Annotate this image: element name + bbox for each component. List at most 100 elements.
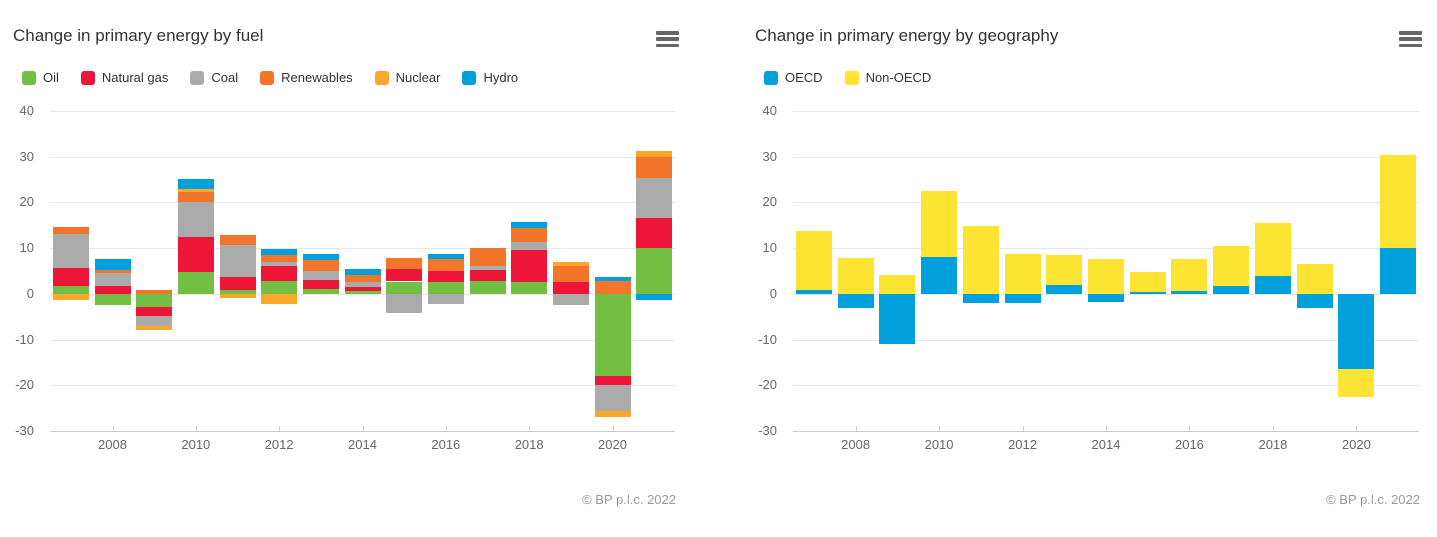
bar-segment-non-oecd-2019[interactable] (1296, 263, 1333, 294)
legend-item-hydro[interactable]: Hydro (462, 70, 518, 85)
bar-segment-oecd-2013[interactable] (1046, 284, 1083, 294)
bar-segment-oecd-2016[interactable] (1171, 291, 1208, 294)
bar-segment-hydro-2010[interactable] (177, 178, 214, 189)
bar-segment-renewables-2014[interactable] (344, 275, 381, 282)
bar-segment-oil-2018[interactable] (511, 281, 548, 294)
bar-segment-oil-2014[interactable] (344, 291, 381, 294)
legend-item-natural-gas[interactable]: Natural gas (80, 70, 168, 85)
bar-segment-oecd-2020[interactable] (1338, 293, 1375, 369)
bar-segment-natural-gas-2011[interactable] (219, 276, 256, 291)
legend-item-oecd[interactable]: OECD (764, 70, 823, 85)
bar-segment-oil-2020[interactable] (594, 293, 631, 377)
bar-segment-renewables-2012[interactable] (261, 255, 298, 263)
bar-segment-renewables-2007[interactable] (52, 227, 89, 234)
bar-segment-oil-2013[interactable] (302, 288, 339, 294)
bar-segment-coal-2015[interactable] (386, 293, 423, 314)
bar-segment-renewables-2015[interactable] (386, 258, 423, 270)
bar-segment-oecd-2019[interactable] (1296, 293, 1333, 308)
bar-segment-oecd-2014[interactable] (1088, 293, 1124, 303)
bar-segment-coal-2019[interactable] (552, 293, 589, 305)
bar-segment-oil-2016[interactable] (427, 281, 464, 294)
bar-segment-renewables-2011[interactable] (219, 235, 256, 245)
bar-segment-non-oecd-2015[interactable] (1129, 272, 1166, 292)
bar-segment-non-oecd-2013[interactable] (1046, 254, 1083, 285)
bar-segment-oil-2008[interactable] (94, 293, 131, 305)
bar-segment-renewables-2013[interactable] (302, 260, 339, 272)
bar-segment-coal-2020[interactable] (594, 385, 631, 412)
bar-segment-non-oecd-2017[interactable] (1213, 245, 1250, 287)
bar-segment-non-oecd-2016[interactable] (1171, 258, 1208, 292)
bar-segment-oecd-2008[interactable] (837, 293, 874, 308)
bar-segment-non-oecd-2009[interactable] (879, 275, 916, 294)
bar-segment-renewables-2016[interactable] (427, 259, 464, 272)
bar-segment-nuclear-2011[interactable] (219, 293, 256, 299)
legend-item-oil[interactable]: Oil (22, 70, 59, 85)
bar-segment-oecd-2018[interactable] (1254, 276, 1291, 294)
bar-segment-natural-gas-2018[interactable] (511, 250, 548, 282)
bar-segment-oecd-2015[interactable] (1129, 291, 1166, 294)
bar-segment-oecd-2009[interactable] (879, 293, 916, 345)
bar-segment-oil-2009[interactable] (136, 293, 173, 308)
bar-segment-hydro-2016[interactable] (427, 254, 464, 260)
bar-segment-nuclear-2021[interactable] (636, 151, 673, 157)
bar-segment-coal-2011[interactable] (219, 244, 256, 277)
bar-segment-non-oecd-2010[interactable] (921, 191, 958, 258)
bar-segment-hydro-2012[interactable] (261, 248, 298, 256)
bar-segment-nuclear-2020[interactable] (594, 411, 631, 417)
bar-segment-coal-2013[interactable] (302, 271, 339, 281)
bar-segment-natural-gas-2020[interactable] (594, 376, 631, 386)
bar-segment-oecd-2017[interactable] (1213, 286, 1250, 294)
bar-segment-renewables-2018[interactable] (511, 227, 548, 242)
bar-segment-hydro-2020[interactable] (594, 276, 631, 282)
bar-segment-non-oecd-2011[interactable] (962, 226, 999, 294)
bar-segment-nuclear-2010[interactable] (177, 188, 214, 192)
bar-segment-oil-2012[interactable] (261, 281, 298, 294)
bar-segment-natural-gas-2015[interactable] (386, 269, 423, 282)
bar-segment-hydro-2014[interactable] (344, 268, 381, 276)
bar-segment-hydro-2021[interactable] (636, 293, 673, 300)
bar-segment-natural-gas-2013[interactable] (302, 280, 339, 289)
bar-segment-natural-gas-2009[interactable] (136, 307, 173, 317)
bar-segment-natural-gas-2008[interactable] (94, 286, 131, 294)
bar-segment-non-oecd-2020[interactable] (1338, 368, 1375, 397)
bar-segment-hydro-2013[interactable] (302, 254, 339, 261)
bar-segment-non-oecd-2021[interactable] (1380, 155, 1417, 249)
bar-segment-oecd-2010[interactable] (921, 257, 958, 294)
bar-segment-nuclear-2009[interactable] (136, 326, 173, 331)
bar-segment-hydro-2018[interactable] (511, 222, 548, 228)
bar-segment-natural-gas-2017[interactable] (469, 270, 506, 281)
bar-segment-non-oecd-2018[interactable] (1254, 223, 1291, 277)
bar-segment-oil-2007[interactable] (52, 286, 89, 294)
hamburger-menu-icon[interactable] (656, 31, 679, 47)
bar-segment-renewables-2008[interactable] (94, 269, 131, 274)
bar-segment-renewables-2010[interactable] (177, 191, 214, 203)
bar-segment-renewables-2020[interactable] (594, 281, 631, 294)
bar-segment-coal-2010[interactable] (177, 202, 214, 237)
bar-segment-hydro-2008[interactable] (94, 259, 131, 270)
bar-segment-renewables-2017[interactable] (469, 247, 506, 266)
bar-segment-oecd-2007[interactable] (795, 290, 832, 294)
bar-segment-coal-2018[interactable] (511, 241, 548, 251)
bar-segment-non-oecd-2012[interactable] (1004, 253, 1041, 294)
bar-segment-coal-2009[interactable] (136, 316, 173, 327)
bar-segment-oil-2011[interactable] (219, 290, 256, 294)
legend-item-nuclear[interactable]: Nuclear (374, 70, 440, 85)
bar-segment-coal-2007[interactable] (52, 233, 89, 269)
bar-segment-coal-2014[interactable] (344, 281, 381, 287)
bar-segment-non-oecd-2014[interactable] (1088, 259, 1124, 294)
hamburger-menu-icon[interactable] (1399, 31, 1422, 47)
bar-segment-natural-gas-2021[interactable] (636, 217, 673, 249)
legend-item-non-oecd[interactable]: Non-OECD (844, 70, 931, 85)
bar-segment-oecd-2012[interactable] (1004, 293, 1041, 303)
bar-segment-oil-2010[interactable] (177, 272, 214, 294)
bar-segment-renewables-2009[interactable] (136, 290, 173, 294)
bar-segment-coal-2017[interactable] (469, 265, 506, 271)
bar-segment-coal-2008[interactable] (94, 273, 131, 287)
bar-segment-coal-2021[interactable] (636, 177, 673, 218)
bar-segment-natural-gas-2016[interactable] (427, 271, 464, 282)
bar-segment-renewables-2019[interactable] (552, 266, 589, 282)
bar-segment-oil-2017[interactable] (469, 280, 506, 294)
bar-segment-natural-gas-2007[interactable] (52, 268, 89, 287)
bar-segment-natural-gas-2010[interactable] (177, 236, 214, 273)
bar-segment-natural-gas-2012[interactable] (261, 266, 298, 282)
